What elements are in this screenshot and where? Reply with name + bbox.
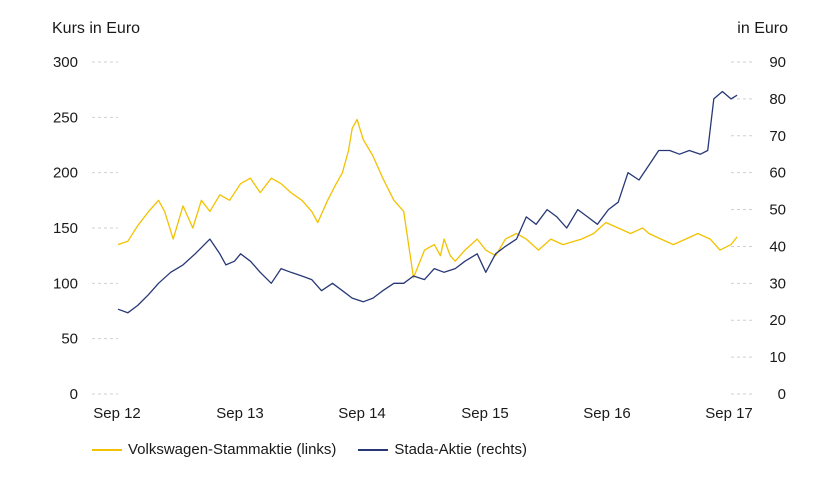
x-tick-label: Sep 12: [93, 405, 141, 422]
y-right-tick-label: 70: [769, 128, 786, 145]
y-right-tick-label: 40: [769, 238, 786, 255]
y-left-tick-label: 200: [53, 165, 78, 182]
legend-label-stada: Stada-Aktie (rechts): [394, 441, 527, 458]
y-right-tick-label: 0: [778, 386, 786, 403]
series-layer: [117, 90, 738, 314]
legend-label-volkswagen: Volkswagen-Stammaktie (links): [128, 441, 337, 458]
legend: Volkswagen-Stammaktie (links) Stada-Akti…: [92, 441, 549, 458]
legend-item-volkswagen: Volkswagen-Stammaktie (links): [92, 441, 336, 458]
series-line-volkswagen: [117, 118, 738, 279]
y-right-tick-label: 90: [769, 54, 786, 71]
y-axis-right-title: in Euro: [737, 20, 788, 37]
legend-swatch-stada: [358, 448, 389, 451]
y-axis-right-ticks: 0 10 20 30 40 50 60 70 80 90: [769, 54, 786, 403]
legend-item-stada: Stada-Aktie (rechts): [358, 441, 527, 458]
y-right-tick-label: 80: [769, 91, 786, 108]
y-right-tick-label: 50: [769, 202, 786, 219]
y-left-tick-label: 150: [53, 220, 78, 237]
y-left-tick-label: 100: [53, 275, 78, 292]
y-right-tick-label: 60: [769, 165, 786, 182]
y-right-tick-label: 20: [769, 312, 786, 329]
grid-lines: [92, 61, 752, 395]
x-tick-label: Sep 16: [583, 405, 631, 422]
x-tick-label: Sep 13: [216, 405, 264, 422]
legend-swatch-volkswagen: [92, 448, 122, 451]
y-right-tick-label: 10: [769, 349, 786, 366]
x-tick-label: Sep 15: [461, 405, 509, 422]
y-axis-left-title: Kurs in Euro: [52, 20, 141, 37]
y-left-tick-label: 0: [70, 386, 78, 403]
y-left-tick-label: 300: [53, 54, 78, 71]
x-tick-label: Sep 17: [705, 405, 753, 422]
y-left-tick-label: 50: [61, 331, 78, 348]
x-tick-label: Sep 14: [338, 405, 386, 422]
y-left-tick-label: 250: [53, 109, 78, 126]
series-line-stada: [117, 90, 738, 314]
y-right-tick-label: 30: [769, 275, 786, 292]
x-axis-ticks: Sep 12 Sep 13 Sep 14 Sep 15 Sep 16 Sep 17: [93, 405, 753, 422]
y-axis-left-ticks: 0 50 100 150 200 250 300: [53, 54, 78, 403]
